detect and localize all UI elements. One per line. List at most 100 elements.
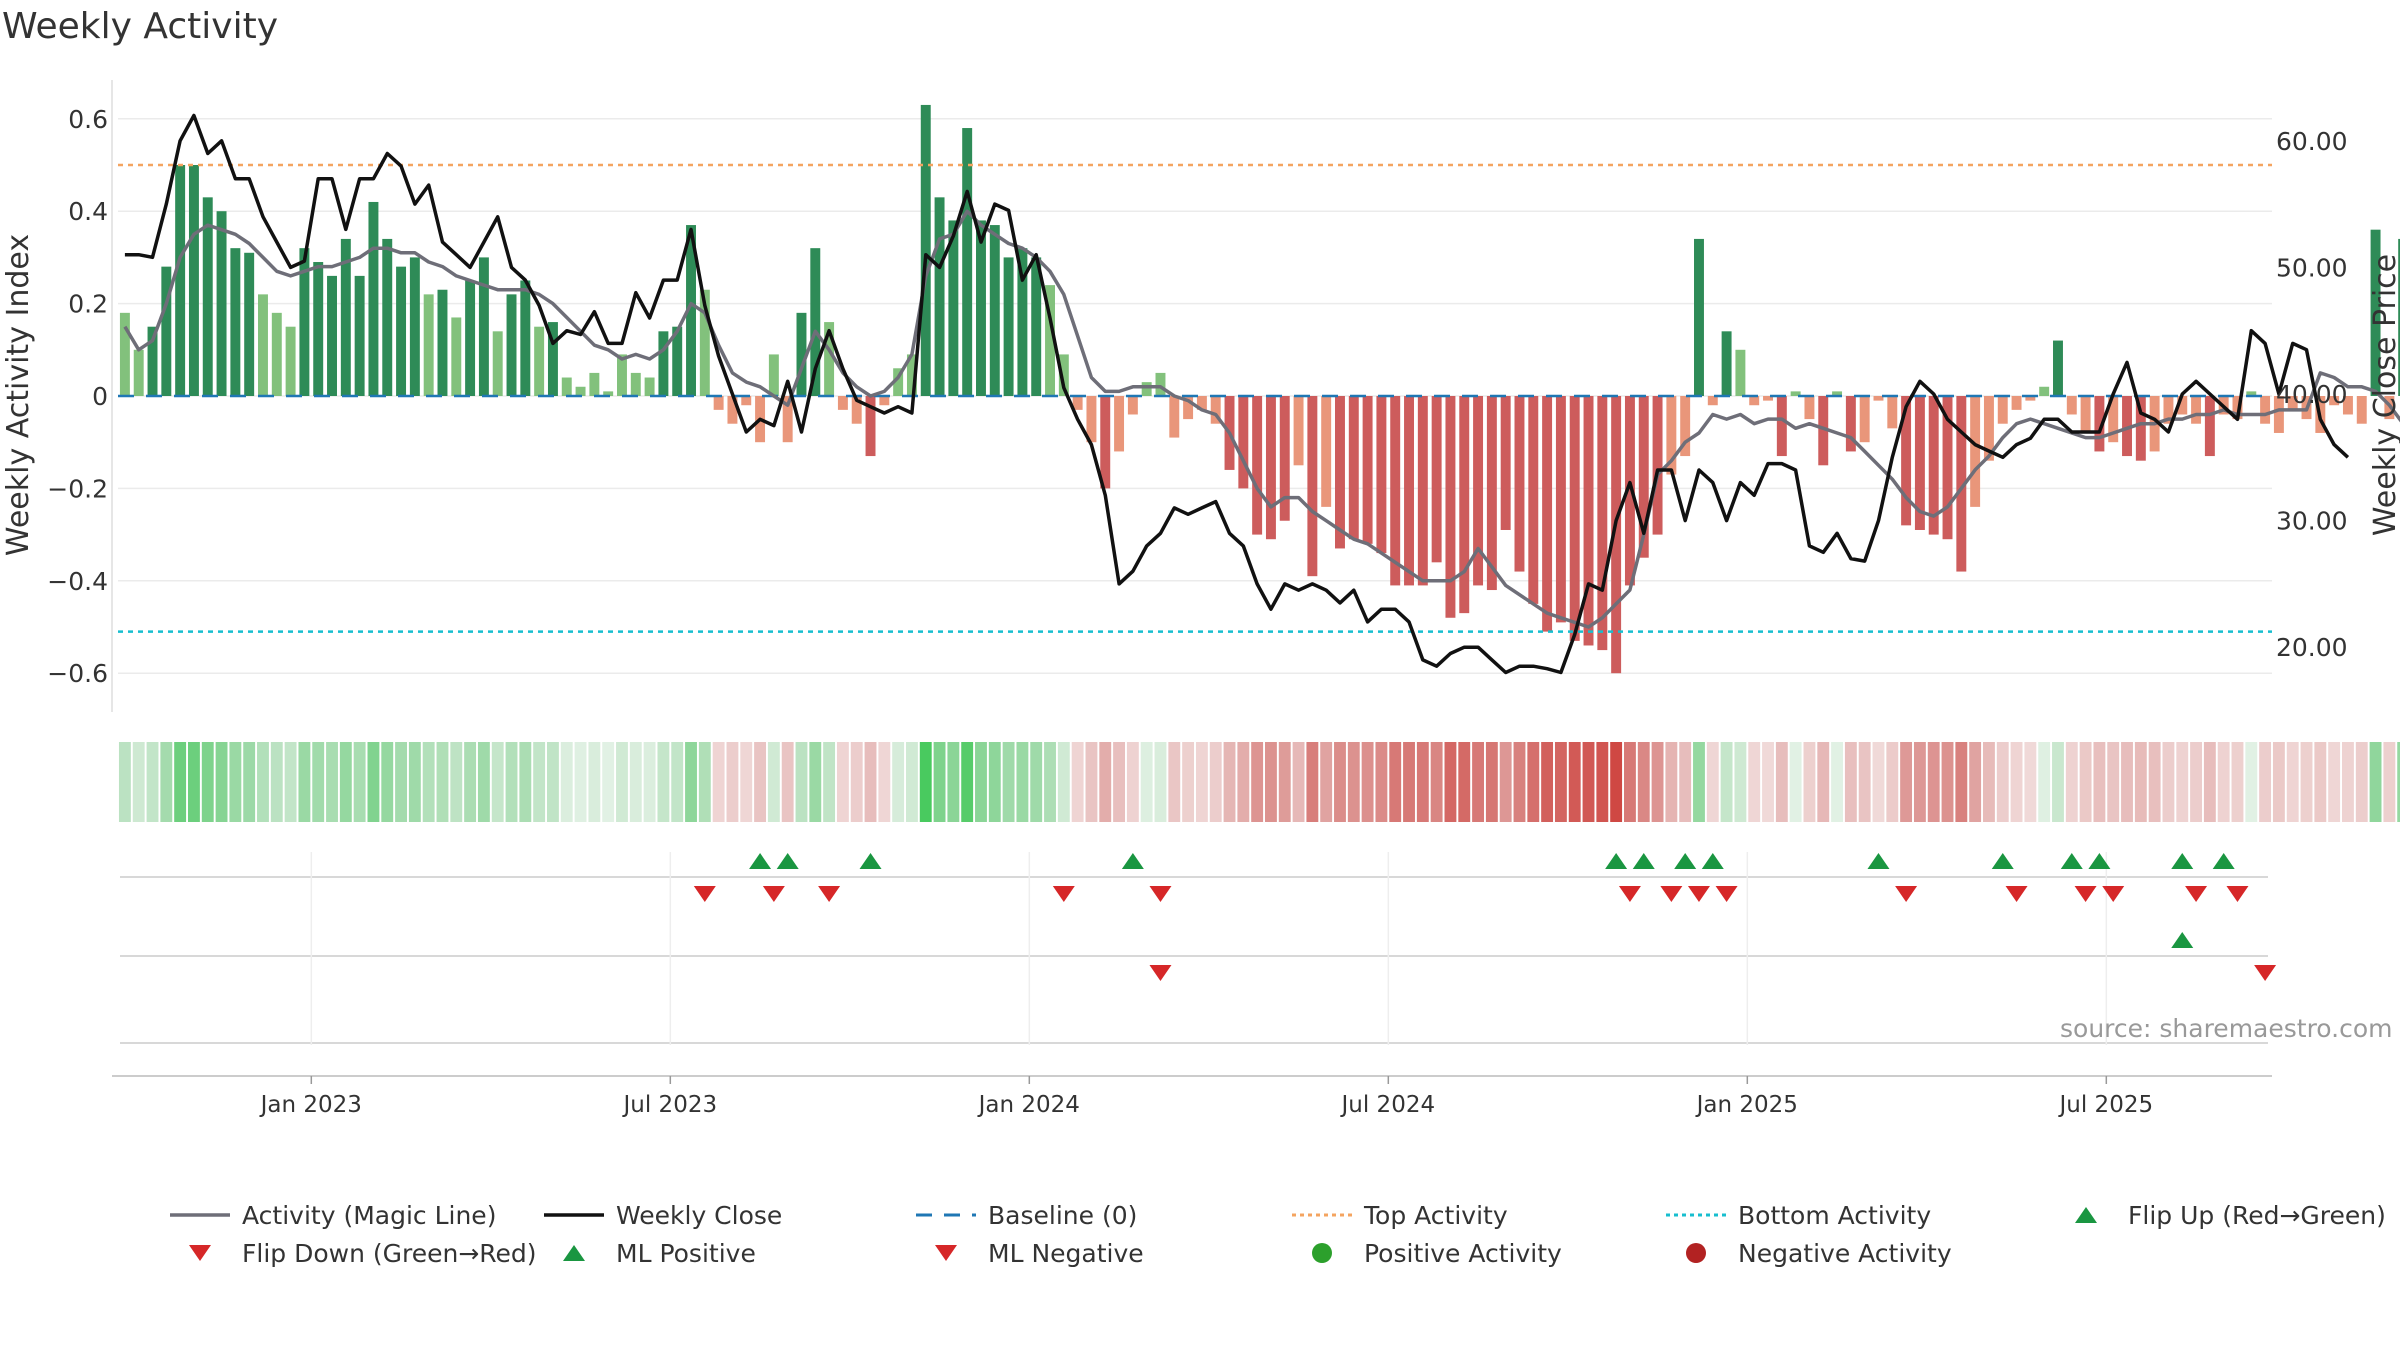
activity-bar — [1003, 257, 1014, 396]
activity-bar — [1845, 396, 1856, 452]
activity-bar — [1196, 396, 1207, 410]
source-label: source: sharemaestro.com — [2060, 1014, 2393, 1043]
heat-strip-cell — [878, 742, 891, 822]
heat-strip-cell — [229, 742, 242, 822]
activity-bar — [258, 294, 268, 396]
triangle-down-icon — [914, 1238, 978, 1268]
legend-entry: Weekly Close — [542, 1200, 782, 1230]
activity-bar — [1790, 391, 1801, 396]
heat-strip-cell — [1913, 742, 1926, 822]
heat-strip-cell — [975, 742, 987, 822]
activity-bar — [1155, 372, 1166, 396]
activity-bar — [727, 396, 738, 424]
activity-bar — [1279, 396, 1290, 521]
activity-bar — [1569, 396, 1580, 641]
activity-bar — [824, 322, 835, 396]
activity-bar — [133, 349, 144, 396]
heat-strip-cell — [1126, 742, 1139, 822]
heat-strip-cell — [988, 742, 1001, 822]
x-tick-label: Jan 2025 — [1695, 1092, 1798, 1118]
activity-bar — [547, 322, 558, 396]
heat-strip-cell — [146, 742, 159, 822]
activity-bar — [1362, 396, 1373, 544]
heat-strip-cell — [519, 742, 532, 822]
activity-bar — [1997, 396, 2008, 424]
heat-strip-cell — [1044, 742, 1056, 822]
ml-negative-marker — [2254, 965, 2277, 981]
activity-bar — [478, 257, 489, 396]
activity-bar — [1100, 396, 1111, 489]
flip-up-marker — [1605, 853, 1628, 869]
heat-strip-cell — [367, 742, 380, 822]
flip-up-marker — [1701, 853, 1724, 869]
heat-strip-cell — [2355, 742, 2368, 822]
heat-strip-cell — [933, 742, 946, 822]
activity-bar — [1486, 396, 1497, 591]
heat-strip-cell — [809, 742, 822, 822]
heat-strip-cell — [1361, 742, 1374, 822]
heat-strip-cell — [1568, 742, 1581, 822]
heat-strip-cell — [2107, 742, 2120, 822]
heat-strip-cell — [2328, 742, 2341, 822]
heat-strip-cell — [547, 742, 559, 822]
legend-label: Bottom Activity — [1738, 1200, 1932, 1230]
activity-bar — [1114, 396, 1125, 452]
heat-strip-cell — [2162, 742, 2175, 822]
flip-down-marker — [2185, 886, 2208, 902]
heat-strip-cell — [1775, 742, 1788, 822]
heat-strip-cell — [2203, 742, 2216, 822]
heat-strip-cell — [284, 742, 297, 822]
activity-bar — [851, 396, 862, 424]
activity-bar — [1390, 396, 1401, 586]
legend-dash-icon — [914, 1200, 978, 1230]
activity-bar — [976, 220, 986, 396]
activity-bar — [2204, 396, 2215, 457]
flip-up-marker — [2212, 853, 2235, 869]
heat-strip-cell — [1472, 742, 1484, 822]
circle-icon — [1664, 1238, 1728, 1268]
activity-bar — [1431, 396, 1442, 563]
heat-strip-cell — [2038, 742, 2051, 822]
heat-strip-cell — [1651, 742, 1664, 822]
activity-bar — [1473, 396, 1484, 586]
activity-bar — [768, 354, 779, 396]
activity-bar — [1404, 396, 1414, 586]
heat-strip-cell — [712, 742, 725, 822]
activity-bar — [782, 396, 793, 443]
legend-entry: Flip Down (Green→Red) — [168, 1238, 537, 1268]
activity-bar — [244, 252, 255, 396]
activity-bar — [2342, 396, 2353, 415]
activity-bar — [1045, 285, 1055, 396]
activity-bar — [1417, 396, 1428, 586]
heat-strip-cell — [201, 742, 214, 822]
activity-bar — [603, 391, 614, 396]
activity-bar — [409, 257, 420, 396]
heat-strip-cell — [1872, 742, 1885, 822]
activity-bar — [354, 275, 365, 396]
heat-strip-cell — [2272, 742, 2285, 822]
activity-bar — [1873, 396, 1884, 401]
y2-axis-label: Weekly Close Price — [2368, 254, 2400, 536]
heat-strip-cell — [1320, 742, 1333, 822]
flip-down-marker — [762, 886, 785, 902]
activity-bar — [2260, 396, 2271, 424]
activity-bar — [934, 197, 945, 396]
legend-label: Top Activity — [1364, 1200, 1508, 1230]
heat-strip-cell — [1996, 742, 2009, 822]
heat-strip-cell — [850, 742, 863, 822]
legend: Activity (Magic Line) Weekly Close Baselin… — [0, 1200, 2400, 1300]
heat-strip-cell — [698, 742, 711, 822]
activity-bar — [1445, 396, 1456, 618]
heat-strip-cell — [1983, 742, 1995, 822]
activity-bar — [271, 312, 282, 396]
legend-entry: Positive Activity — [1290, 1238, 1562, 1268]
flip-down-marker — [1687, 886, 1710, 902]
heat-strip-cell — [2369, 742, 2382, 822]
activity-bar — [1970, 396, 1981, 507]
flip-down-marker — [1052, 886, 1075, 902]
heat-strip-cell — [961, 742, 974, 822]
heat-strip-cell — [1541, 742, 1554, 822]
activity-bar — [810, 248, 821, 396]
activity-bar — [2287, 396, 2298, 410]
flip-up-marker — [1632, 853, 1655, 869]
